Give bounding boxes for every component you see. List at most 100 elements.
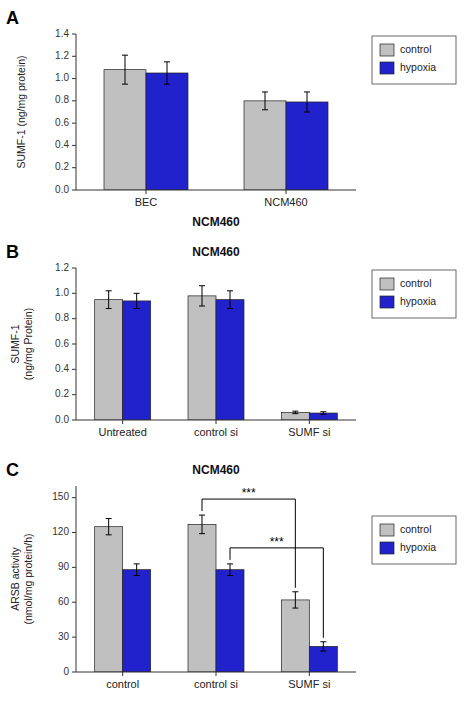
- y-tick: [72, 369, 76, 370]
- y-axis-label-line: (nmol/mg protein/h): [22, 533, 34, 624]
- error-line: [230, 564, 231, 576]
- error-cap: [106, 518, 112, 519]
- y-axis-label: SUMF-1 (ng/mg protein): [15, 55, 27, 168]
- error-cap: [164, 61, 170, 62]
- error-cap: [227, 575, 233, 576]
- panel-label: A: [6, 8, 19, 28]
- y-axis-label-line: ARSB activity: [9, 546, 21, 610]
- significance-label: ***: [242, 486, 256, 500]
- error-cap: [320, 641, 326, 642]
- error-cap: [134, 575, 140, 576]
- bar: [95, 300, 123, 420]
- significance-bracket: [202, 499, 295, 588]
- legend-frame: [372, 270, 456, 318]
- y-tick: [72, 672, 76, 673]
- x-tick-label: control: [106, 678, 139, 690]
- error-line: [136, 564, 137, 576]
- y-tick: [72, 567, 76, 568]
- y-tick-label: 0: [63, 666, 69, 677]
- y-tick: [72, 420, 76, 421]
- y-tick: [72, 637, 76, 638]
- y-tick-label: 120: [52, 526, 69, 537]
- x-tick-label: control si: [194, 426, 238, 438]
- panel: 0306090120150controlcontrol siSUMF siARS…: [6, 460, 456, 690]
- bar: [188, 296, 216, 420]
- panel: 0.00.20.40.60.81.01.21.4BECNCM460SUMF-1 …: [6, 8, 456, 229]
- error-cap: [320, 411, 326, 412]
- error-cap: [134, 293, 140, 294]
- error-cap: [262, 109, 268, 110]
- bar: [281, 600, 309, 672]
- bar: [216, 570, 244, 672]
- y-tick-label: 0.0: [55, 184, 69, 195]
- y-tick: [72, 268, 76, 269]
- y-tick: [72, 497, 76, 498]
- error-cap: [227, 308, 233, 309]
- significance-bracket: [230, 548, 323, 638]
- error-cap: [106, 290, 112, 291]
- x-tick: [286, 190, 287, 194]
- x-tick: [309, 420, 310, 424]
- error-cap: [292, 591, 298, 592]
- y-tick-label: 0.8: [55, 312, 69, 323]
- error-line: [265, 92, 266, 110]
- error-line: [125, 55, 126, 84]
- error-bar: [227, 564, 233, 576]
- y-axis-label-line: (ng/mg Protein): [22, 308, 34, 380]
- annotation: NCM460: [192, 215, 240, 229]
- panel-label: B: [6, 242, 19, 262]
- marks: [104, 55, 328, 190]
- y-tick: [72, 394, 76, 395]
- y-axis: [76, 486, 77, 672]
- panel: 0.00.20.40.60.81.01.2Untreatedcontrol si…: [6, 242, 456, 438]
- y-tick-label: 90: [58, 561, 70, 572]
- bar: [146, 73, 188, 190]
- y-tick-label: 150: [52, 491, 69, 502]
- error-bar: [292, 411, 298, 414]
- error-cap: [227, 563, 233, 564]
- error-line: [307, 92, 308, 112]
- y-tick-label: 1.0: [55, 72, 69, 83]
- x-tick: [216, 672, 217, 676]
- y-axis-label: ARSB activity(nmol/mg protein/h): [9, 533, 34, 624]
- legend-frame: [372, 516, 456, 564]
- y-tick: [72, 34, 76, 35]
- bar: [104, 70, 146, 190]
- error-bar: [292, 592, 298, 608]
- error-line: [108, 519, 109, 535]
- y-tick-label: 1.2: [55, 262, 69, 273]
- y-tick: [72, 190, 76, 191]
- bar: [216, 300, 244, 420]
- x-tick-label: BEC: [135, 196, 158, 208]
- error-cap: [292, 411, 298, 412]
- y-tick-label: 1.2: [55, 50, 69, 61]
- y-tick: [72, 78, 76, 79]
- legend-swatch: [380, 44, 394, 56]
- error-cap: [320, 414, 326, 415]
- error-cap: [199, 533, 205, 534]
- y-tick: [72, 56, 76, 57]
- panel-label: C: [6, 460, 19, 480]
- y-tick: [72, 532, 76, 533]
- error-bar: [320, 412, 326, 415]
- error-line: [167, 62, 168, 84]
- legend: controlhypoxia: [372, 516, 456, 564]
- y-tick-label: 60: [58, 596, 70, 607]
- x-tick-label: NCM460: [264, 196, 307, 208]
- error-cap: [320, 651, 326, 652]
- y-tick-label: 0.2: [55, 388, 69, 399]
- error-bar: [134, 293, 140, 308]
- error-bar: [199, 286, 205, 306]
- x-tick-label: SUMF si: [288, 678, 330, 690]
- bar: [95, 527, 123, 672]
- bar: [309, 413, 337, 420]
- y-tick: [72, 293, 76, 294]
- y-axis: [76, 268, 77, 420]
- legend-label: hypoxia: [400, 295, 436, 307]
- error-cap: [199, 285, 205, 286]
- y-tick-label: 0.0: [55, 414, 69, 425]
- bar: [286, 102, 328, 190]
- y-tick-label: 0.4: [55, 139, 69, 150]
- y-tick-label: 1.4: [55, 28, 69, 39]
- y-tick-label: 1.0: [55, 287, 69, 298]
